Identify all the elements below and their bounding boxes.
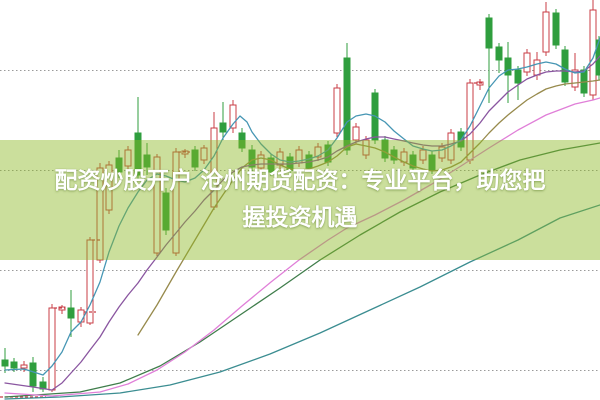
- ad-text-band: 配资炒股开户 沧州期货配资：专业平台，助您把 握投资机遇: [0, 140, 600, 260]
- ad-text-line2: 握投资机遇: [242, 205, 358, 231]
- ad-text-line1: 配资炒股开户 沧州期货配资：专业平台，助您把: [54, 168, 546, 194]
